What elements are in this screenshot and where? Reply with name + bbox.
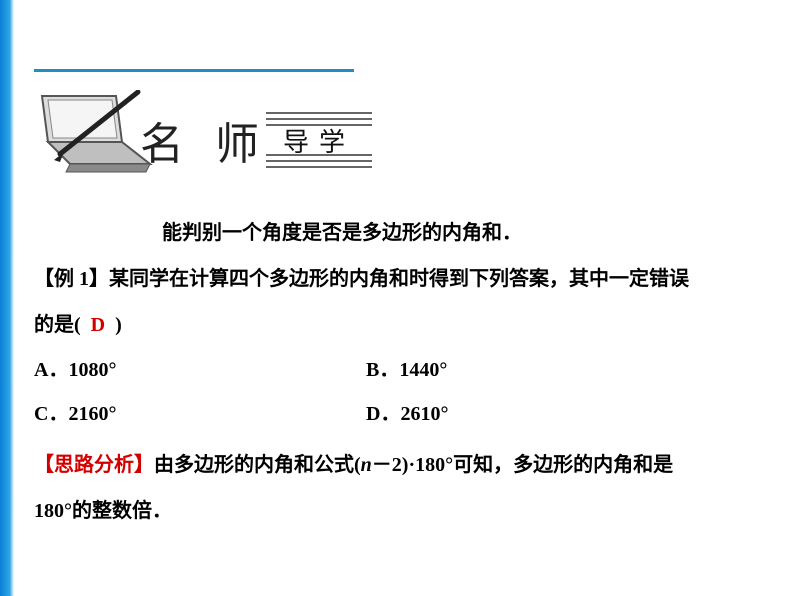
analysis-label: 【思路分析】: [34, 454, 154, 476]
top-divider: [34, 69, 354, 72]
options-row-1: A．1080° B．1440°: [34, 348, 760, 392]
example-line-1: 【例 1】某同学在计算四个多边形的内角和时得到下列答案，其中一定错误: [34, 256, 760, 302]
analysis-line-1: 【思路分析】由多边形的内角和公式(n－2)·180°可知，多边形的内角和是: [34, 442, 760, 488]
slide-page: 名 师 导学 能判别一个角度是否是多边形的内角和． 【例 1】某同学在计算四个多…: [0, 0, 794, 596]
example-stem-2a: 的是(: [34, 314, 81, 336]
option-d-letter: D．: [366, 403, 400, 425]
header-box-text: 导学: [283, 122, 355, 159]
analysis-line2-text: 180°的整数倍．: [34, 500, 172, 522]
option-b-text: 1440°: [399, 359, 447, 381]
analysis-mid: －2)·180°可知，多边形的内角和是: [372, 454, 673, 476]
option-c-letter: C．: [34, 403, 68, 425]
option-b-letter: B．: [366, 359, 399, 381]
left-accent-bar: [0, 0, 14, 596]
example-stem-1: 某同学在计算四个多边形的内角和时得到下列答案，其中一定错误: [109, 268, 689, 290]
header-calligraphy-text: 名 师: [140, 120, 269, 169]
options-row-2: C．2160° D．2610°: [34, 392, 760, 436]
analysis-var: n: [361, 454, 372, 476]
option-d: D．2610°: [366, 392, 760, 436]
example-answer: D: [91, 314, 105, 336]
option-a-letter: A．: [34, 359, 68, 381]
option-c: C．2160°: [34, 392, 366, 436]
header-calligraphy: 名 师: [140, 108, 269, 172]
intro-line: 能判别一个角度是否是多边形的内角和．: [34, 210, 760, 256]
content-area: 能判别一个角度是否是多边形的内角和． 【例 1】某同学在计算四个多边形的内角和时…: [34, 210, 760, 534]
analysis-pre: 由多边形的内角和公式(: [154, 454, 361, 476]
option-c-text: 2160°: [68, 403, 116, 425]
example-line-2: 的是( D ): [34, 302, 760, 348]
header-box-center: 导学: [266, 126, 372, 154]
option-b: B．1440°: [366, 348, 760, 392]
header-box-label: 导学: [266, 112, 372, 168]
example-stem-2b: ): [115, 314, 122, 336]
example-label: 【例 1】: [34, 268, 109, 290]
option-a: A．1080°: [34, 348, 366, 392]
intro-text: 能判别一个角度是否是多边形的内角和．: [162, 222, 522, 244]
analysis-line-2: 180°的整数倍．: [34, 488, 760, 534]
option-a-text: 1080°: [68, 359, 116, 381]
laptop-pen-icon: [34, 90, 154, 185]
option-d-text: 2610°: [400, 403, 448, 425]
